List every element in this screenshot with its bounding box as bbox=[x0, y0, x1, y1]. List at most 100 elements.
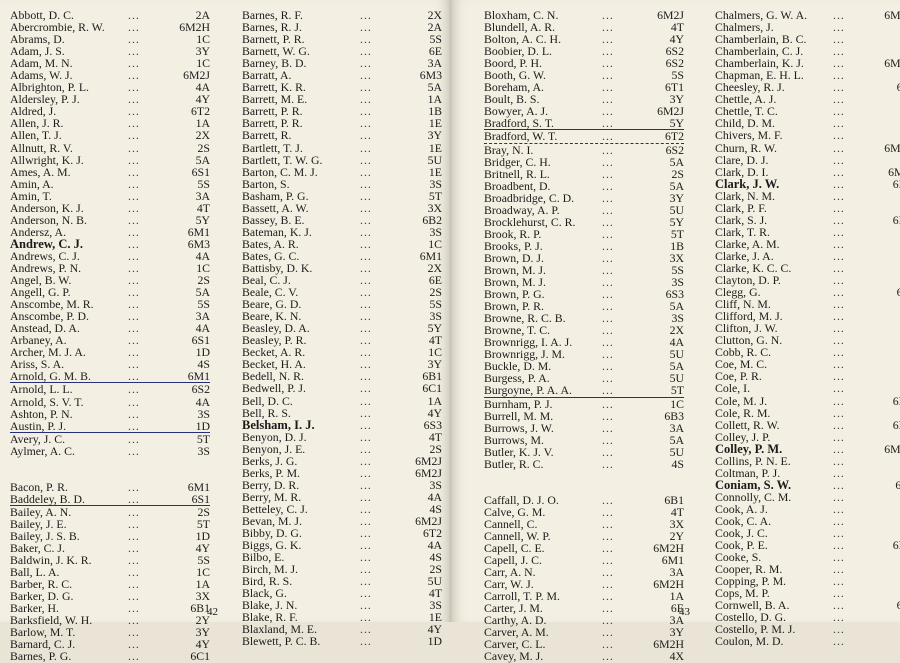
leader-dots: ... bbox=[602, 637, 614, 652]
entry-name: Aldred, J. bbox=[10, 104, 57, 119]
entry-name: Bridger, C. H. bbox=[484, 154, 551, 169]
entry-code: 6M2H bbox=[884, 441, 900, 456]
list-item: Berks, J. G.... 6M2J bbox=[242, 455, 442, 467]
leader-dots: ... bbox=[128, 406, 140, 421]
list-item: Bilbo, E.... 4S bbox=[242, 551, 442, 563]
entry-name: Burrows, J. W. bbox=[484, 420, 554, 435]
list-item: Anderson, N. B.... 5Y bbox=[10, 214, 210, 226]
entry-code: 4A bbox=[195, 248, 210, 263]
leader-dots: ... bbox=[360, 200, 372, 215]
list-item: Allnutt, R. V.... 2S bbox=[10, 141, 210, 153]
entry-code: 2X bbox=[669, 323, 684, 338]
leader-dots: ... bbox=[128, 80, 140, 95]
entry-code: 3S bbox=[429, 309, 442, 324]
entry-code: 1A bbox=[427, 393, 442, 408]
leader-dots: ... bbox=[128, 516, 140, 531]
leader-dots: ... bbox=[360, 538, 372, 553]
list-item: Chamberlain, B. C....2S bbox=[715, 33, 900, 45]
list-item: Buckle, D. M.... 5A bbox=[484, 360, 684, 372]
entry-code: 5S bbox=[429, 32, 442, 47]
list-item: Clarke, K. C. C....5S bbox=[715, 262, 900, 274]
entry-code: 6S1 bbox=[896, 285, 900, 300]
entry-code: 6M3 bbox=[892, 538, 900, 553]
leader-dots: ... bbox=[833, 224, 845, 239]
leader-dots: ... bbox=[833, 128, 845, 143]
entry-name: Andrews, P. N. bbox=[10, 260, 82, 275]
entry-name: Cannell, C. bbox=[484, 516, 538, 531]
list-item: Chettle, A. J....2S bbox=[715, 93, 900, 105]
leader-dots: ... bbox=[602, 238, 614, 253]
entry-code: 1B bbox=[428, 104, 442, 119]
entry-name: Ariss, S. A. bbox=[10, 357, 65, 372]
leader-dots: ... bbox=[833, 20, 845, 35]
list-item: Barratt, A.... 6M3 bbox=[242, 69, 442, 81]
list-item: Child, D. M....5Y bbox=[715, 117, 900, 129]
list-item: Cannell, C.... 3X bbox=[484, 518, 684, 530]
entry-code: 5T bbox=[670, 383, 684, 398]
entry-name: Chalmers, J. bbox=[715, 20, 774, 35]
entry-code: 5S bbox=[197, 176, 210, 191]
entry-code: 1E bbox=[428, 164, 442, 179]
entry-code: 5U bbox=[427, 574, 442, 589]
entry-name: Clegg, G. bbox=[715, 285, 761, 300]
leader-dots: ... bbox=[360, 44, 372, 59]
entry-name: Copping, P. M. bbox=[715, 574, 787, 589]
list-item: Bell, R. S.... 4Y bbox=[242, 406, 442, 418]
leader-dots: ... bbox=[833, 574, 845, 589]
entry-name: Bartlett, T. W. G. bbox=[242, 152, 323, 167]
leader-dots: ... bbox=[833, 393, 845, 408]
entry-name: Brown, M. J. bbox=[484, 275, 546, 290]
entry-name: Cornwell, B. A. bbox=[715, 598, 790, 613]
list-item: Brownrigg, I. A. J.... 4A bbox=[484, 336, 684, 348]
entry-code: 6E bbox=[428, 273, 442, 288]
leader-dots: ... bbox=[360, 622, 372, 637]
entry-name: Bailey, J. E. bbox=[10, 516, 67, 531]
list-item: Bailey, J. S. B.... 1D bbox=[10, 530, 210, 542]
leader-dots: ... bbox=[128, 260, 140, 275]
list-item: Colley, J. P....5A bbox=[715, 431, 900, 443]
list-item: Cheesley, R. J.... 6S2 bbox=[715, 81, 900, 93]
entry-code: 2A bbox=[195, 8, 210, 22]
list-item: Caffall, D. J. O.... 6B1 bbox=[484, 494, 684, 506]
entry-code: 4S bbox=[429, 501, 442, 516]
entry-code: 5U bbox=[669, 202, 684, 217]
entry-name: Barksfield, W. H. bbox=[10, 613, 93, 628]
entry-name: Brownrigg, I. A. J. bbox=[484, 335, 573, 350]
leader-dots: ... bbox=[360, 116, 372, 131]
entry-code: 1C bbox=[196, 32, 210, 47]
entry-name: Costello, D. G. bbox=[715, 610, 787, 625]
entry-name: Bolton, A. C. H. bbox=[484, 32, 562, 47]
entry-code: 4Y bbox=[669, 32, 684, 47]
leader-dots: ... bbox=[128, 176, 140, 191]
list-item: Broadway, A. P.... 5U bbox=[484, 204, 684, 216]
entry-code: 3A bbox=[427, 56, 442, 71]
list-item: Boreham, A.... 6T1 bbox=[484, 81, 684, 93]
leader-dots: ... bbox=[128, 345, 140, 360]
leader-dots: ... bbox=[602, 420, 614, 435]
list-item: Britnell, R. L.... 2S bbox=[484, 168, 684, 180]
entry-code: 4Y bbox=[195, 637, 210, 652]
leader-dots: ... bbox=[833, 513, 845, 528]
entry-code: 1D bbox=[195, 345, 210, 360]
list-item: Brown, M. J.... 5S bbox=[484, 264, 684, 276]
entry-name: Bailey, J. S. B. bbox=[10, 529, 80, 544]
entry-name: Anscombe, P. D. bbox=[10, 309, 89, 324]
entry-code: 2S bbox=[429, 285, 442, 300]
entry-code: 3S bbox=[429, 477, 442, 492]
entry-name: Butler, R. C. bbox=[484, 456, 544, 471]
list-item: Abbott, D. C.... 2A bbox=[10, 9, 210, 21]
entry-code: 6S1 bbox=[191, 333, 210, 348]
entry-name: Collett, R. W. bbox=[715, 417, 780, 432]
entry-name: Bowyer, A. J. bbox=[484, 104, 549, 119]
list-item: Broadbridge, C. D.... 3Y bbox=[484, 192, 684, 204]
entry-code: 5A bbox=[669, 359, 684, 374]
entry-name: Benyon, D. J. bbox=[242, 429, 307, 444]
list-item: Brooks, P. J.... 1B bbox=[484, 240, 684, 252]
list-item: Basham, P. G.... 5T bbox=[242, 190, 442, 202]
leader-dots: ... bbox=[833, 152, 845, 167]
entry-code: 3Y bbox=[427, 128, 442, 143]
leader-dots: ... bbox=[833, 477, 845, 492]
leader-dots: ... bbox=[833, 104, 845, 119]
leader-dots: ... bbox=[833, 273, 845, 288]
list-item: Burgess, P. A.... 5U bbox=[484, 372, 684, 384]
